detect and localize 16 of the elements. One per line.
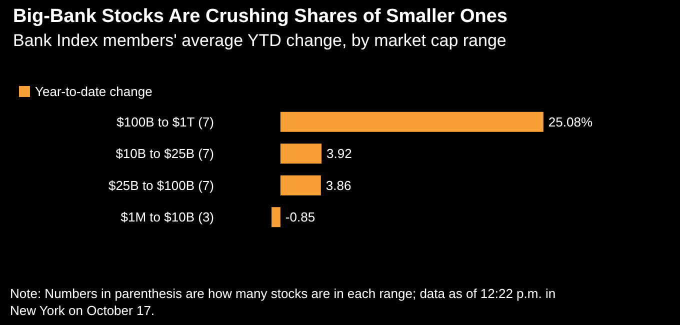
data-label: 3.86 [326, 178, 352, 193]
bar [280, 144, 322, 164]
y-tick-label: $1M to $10B (3) [120, 210, 214, 225]
data-label: 3.92 [326, 146, 352, 162]
bar [280, 175, 321, 196]
data-label: -0.85 [285, 210, 316, 225]
text: Note: Numbers in parenthesis are how many stocks are in each range; data as of 12:22 p.m. in New York on October 17. [10, 286, 560, 318]
legend-label: Year-to-date change [35, 84, 152, 99]
bar [280, 112, 544, 132]
chart-subtitle: Bank Index members' average YTD change, by market cap range [13, 31, 506, 50]
bar [272, 207, 280, 228]
data-label: 25.08% [548, 114, 593, 130]
y-tick-label: $25B to $100B (7) [108, 178, 214, 193]
y-tick-label: $10B to $25B (7) [116, 146, 214, 162]
y-tick-label: $100B to $1T (7) [116, 114, 214, 130]
chart-title: Big-Bank Stocks Are Crushing Shares of Smaller Ones [13, 6, 508, 27]
